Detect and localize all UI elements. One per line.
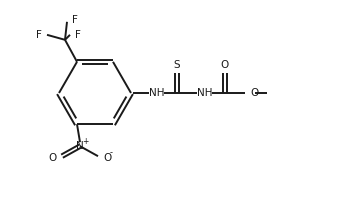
Text: O: O	[250, 88, 258, 98]
Text: O: O	[221, 60, 229, 70]
Text: O: O	[49, 153, 57, 163]
Text: F: F	[75, 30, 81, 40]
Text: F: F	[72, 15, 78, 25]
Text: +: +	[82, 137, 88, 146]
Text: F: F	[36, 30, 42, 40]
Text: N: N	[76, 141, 84, 151]
Text: S: S	[174, 60, 180, 70]
Text: NH: NH	[197, 88, 213, 98]
Text: -: -	[110, 148, 113, 157]
Text: O: O	[103, 153, 111, 163]
Text: NH: NH	[149, 88, 165, 98]
